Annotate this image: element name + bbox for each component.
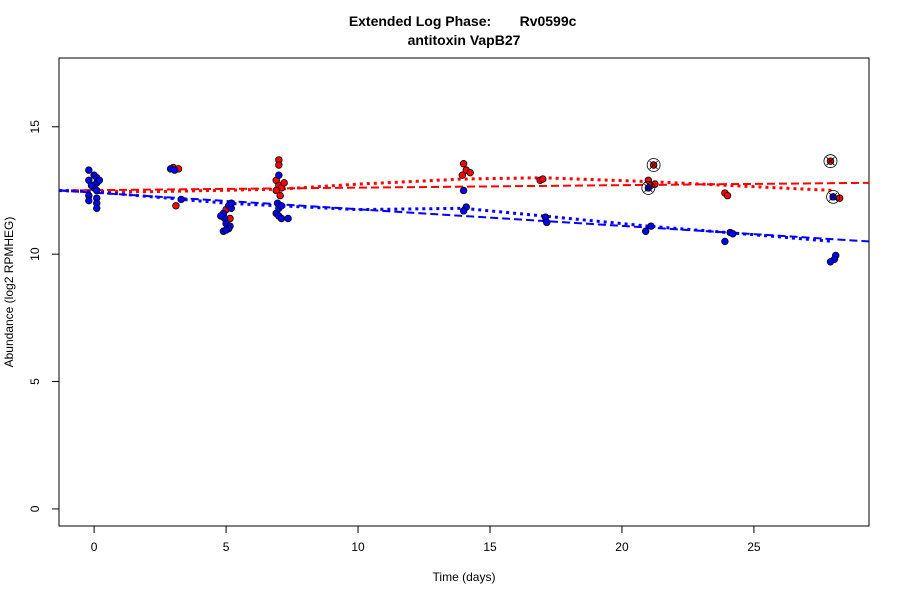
blue-data-point xyxy=(459,186,468,195)
red-data-point xyxy=(466,168,474,177)
blue-data-point xyxy=(826,258,835,266)
title-line1-left: Extended Log Phase: xyxy=(349,13,491,29)
blue-data-point xyxy=(721,237,729,246)
red-data-point xyxy=(280,179,288,187)
blue-data-point xyxy=(277,214,286,223)
title-line2: antitoxin VapB27 xyxy=(408,32,521,48)
blue-data-point xyxy=(93,204,101,213)
y-tick-label: 15 xyxy=(28,120,42,134)
red-data-point xyxy=(723,191,732,200)
blue-data-point xyxy=(275,171,283,179)
blue-data-point xyxy=(177,195,185,204)
y-axis-label: Abundance (log2 RPMHEG) xyxy=(2,217,16,368)
red-data-point xyxy=(276,191,284,200)
red-data-point xyxy=(272,186,280,195)
outlier-marker-cross xyxy=(826,156,835,166)
blue-data-point xyxy=(642,227,650,235)
x-tick-label: 15 xyxy=(483,540,497,554)
red-dashed-fit-line xyxy=(58,181,870,192)
blue-data-point xyxy=(170,166,179,174)
x-axis-label: Time (days) xyxy=(433,570,496,584)
outlier-marker-circle xyxy=(641,181,656,195)
blue-data-point xyxy=(459,207,468,215)
outlier-marker-circle xyxy=(823,154,838,169)
red-data-point xyxy=(539,175,547,183)
outlier-marker-cross xyxy=(649,160,658,170)
blue-data-point xyxy=(277,202,286,210)
x-tick-label: 5 xyxy=(223,540,230,554)
blue-data-point xyxy=(217,212,225,220)
blue-data-point xyxy=(227,199,236,207)
outlier-marker-cross xyxy=(644,183,653,193)
y-tick-label: 0 xyxy=(28,505,42,512)
outlier-marker-cross xyxy=(828,192,838,202)
blue-data-point xyxy=(729,230,737,238)
outlier-marker-circle xyxy=(826,189,841,204)
blue-data-point xyxy=(222,226,230,234)
blue-data-point xyxy=(647,222,655,230)
blue-data-point xyxy=(95,176,104,184)
red-dotted-fit-line xyxy=(58,176,834,194)
blue-data-point xyxy=(284,214,292,223)
blue-data-point xyxy=(543,218,551,227)
outlier-marker-circle xyxy=(646,158,661,172)
blue-dotted-fit-line xyxy=(58,188,834,243)
red-data-point xyxy=(458,171,466,179)
x-tick-label: 10 xyxy=(351,540,365,554)
x-tick-label: 0 xyxy=(91,540,98,554)
red-data-point xyxy=(459,160,468,168)
blue-data-point xyxy=(93,186,101,195)
red-data-point xyxy=(275,161,283,169)
y-tick-label: 10 xyxy=(28,247,42,261)
blue-data-point xyxy=(85,196,93,205)
x-tick-label: 20 xyxy=(615,540,629,554)
x-tick-label: 25 xyxy=(747,540,761,554)
plot-frame xyxy=(58,57,870,527)
blue-data-point xyxy=(85,166,93,174)
red-data-point xyxy=(172,202,180,210)
blue-data-point xyxy=(87,181,96,190)
title-line1-right: Rv0599c xyxy=(520,13,577,29)
y-tick-label: 5 xyxy=(28,378,42,385)
